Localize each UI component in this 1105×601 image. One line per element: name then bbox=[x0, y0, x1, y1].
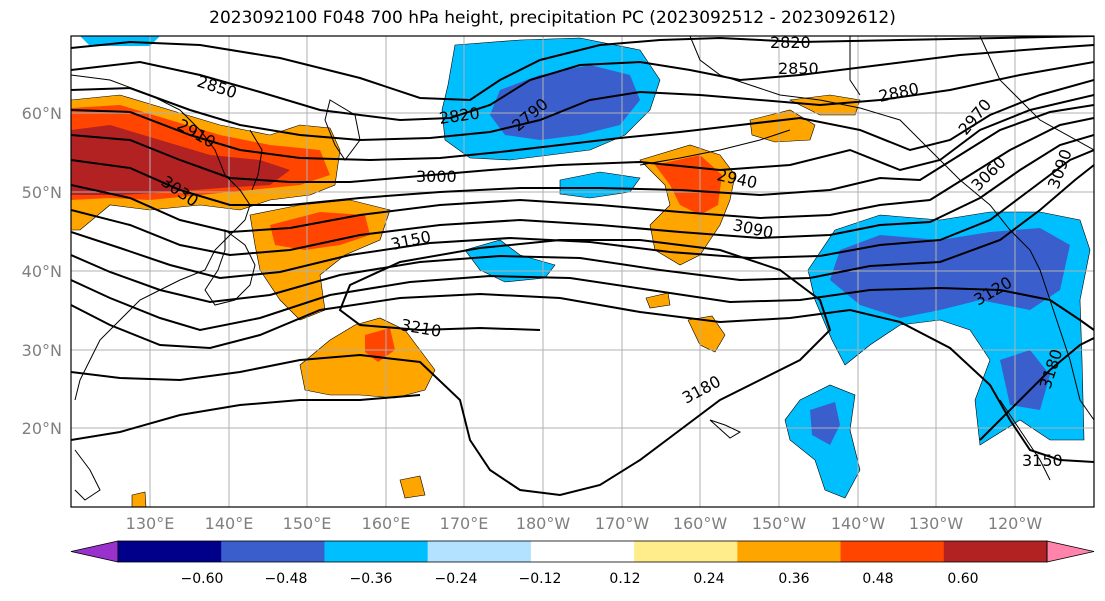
contour-label: 2820 bbox=[770, 33, 811, 52]
precip-positive-region bbox=[131, 491, 147, 507]
coastline-aleutians bbox=[639, 129, 791, 166]
contour-2850 bbox=[71, 44, 1094, 122]
precip-positive-region bbox=[655, 155, 722, 215]
precip-positive-region bbox=[365, 328, 395, 362]
colorbar-frame bbox=[117, 540, 1048, 563]
colorbar bbox=[70, 540, 1095, 563]
lon-label: 150°W bbox=[751, 514, 807, 533]
coastline-baja bbox=[999, 399, 1051, 481]
lon-label: 170°W bbox=[594, 514, 650, 533]
colorbar-extend-high bbox=[1046, 540, 1095, 563]
lon-label: 150°E bbox=[282, 514, 332, 533]
contour-2880 bbox=[71, 61, 1094, 142]
coastline-hawaii bbox=[709, 419, 742, 439]
lon-label: 160°E bbox=[361, 514, 411, 533]
contour-3150-b bbox=[979, 337, 1094, 441]
precip-positive-region bbox=[645, 292, 671, 309]
colorbar-tick-label: 0.36 bbox=[778, 571, 810, 587]
coastline-canada bbox=[849, 36, 1094, 151]
lon-label: 130°W bbox=[908, 514, 964, 533]
colorbar-tick-label: −0.24 bbox=[434, 571, 478, 587]
lat-label: 30°N bbox=[21, 341, 62, 360]
coastline-philippines bbox=[74, 449, 101, 501]
colorbar-segment bbox=[530, 541, 635, 562]
colorbar-segment bbox=[840, 541, 945, 562]
colorbar-segment bbox=[737, 541, 842, 562]
lat-label: 50°N bbox=[21, 183, 62, 202]
contour-label: 2850 bbox=[778, 59, 819, 78]
chart-title: 2023092100 F048 700 hPa height, precipit… bbox=[209, 8, 896, 28]
lon-label: 180°W bbox=[515, 514, 571, 533]
colorbar-segment bbox=[221, 541, 325, 562]
precip-positive-region bbox=[399, 475, 426, 499]
contour-3030 bbox=[71, 134, 1094, 257]
colorbar-tick-label: 0.60 bbox=[947, 571, 979, 587]
colorbar-tick-label: −0.36 bbox=[349, 571, 393, 587]
contour-3090 bbox=[71, 164, 1094, 304]
precip-positive-region bbox=[687, 315, 726, 353]
coastline-alaska bbox=[689, 36, 1094, 421]
contour-label: 3150 bbox=[1022, 451, 1063, 470]
coastline-asia bbox=[71, 74, 251, 401]
contour-label: 3000 bbox=[416, 167, 457, 186]
coastline-japan bbox=[204, 229, 256, 306]
map-frame bbox=[70, 35, 1095, 508]
precip-negative-region bbox=[80, 36, 160, 46]
contour-2970 bbox=[71, 104, 1094, 206]
precip-negative-region bbox=[1000, 350, 1050, 410]
colorbar-tick-label: 0.48 bbox=[862, 571, 894, 587]
precip-negative-region bbox=[784, 384, 861, 499]
graticule bbox=[71, 36, 1094, 507]
colorbar-tick-label: −0.60 bbox=[180, 571, 224, 587]
colorbar-tick-label: −0.48 bbox=[264, 571, 308, 587]
lat-label: 40°N bbox=[21, 262, 62, 281]
colorbar-extend-low bbox=[70, 540, 119, 563]
contour-3210 bbox=[71, 394, 421, 441]
lon-label: 160°W bbox=[672, 514, 728, 533]
colorbar-segment bbox=[943, 541, 1048, 562]
contour-2940 bbox=[71, 94, 1094, 183]
colorbar-tick-label: 0.24 bbox=[693, 571, 725, 587]
contour-3000 bbox=[71, 117, 1094, 234]
colorbar-tick-label: 0.12 bbox=[609, 571, 641, 587]
contour-3180 bbox=[71, 239, 832, 497]
colorbar-segment bbox=[634, 541, 738, 562]
contour-2910 bbox=[71, 79, 1094, 162]
contour-3060 bbox=[71, 149, 1094, 280]
coastlines bbox=[71, 36, 1094, 501]
precip-negative-region bbox=[490, 65, 640, 140]
contour-3120 bbox=[71, 274, 1094, 332]
lat-label: 60°N bbox=[21, 104, 62, 123]
colorbar-segment bbox=[118, 541, 222, 562]
colorbar-segment bbox=[427, 541, 532, 562]
lon-label: 120°W bbox=[987, 514, 1043, 533]
precip-negative-region bbox=[810, 402, 840, 445]
precip-positive-region bbox=[299, 317, 436, 399]
lon-label: 140°W bbox=[830, 514, 886, 533]
precip-negative-region bbox=[830, 228, 1070, 318]
height-contours bbox=[71, 36, 1094, 497]
colorbar-tick-label: −0.12 bbox=[518, 571, 562, 587]
lon-label: 170°E bbox=[439, 514, 489, 533]
coastline-sakhalin bbox=[249, 129, 263, 191]
lon-label: 140°E bbox=[204, 514, 254, 533]
precip-positive-region bbox=[270, 212, 370, 250]
lon-label: 130°E bbox=[125, 514, 175, 533]
contour-2820 bbox=[71, 36, 1094, 102]
lat-label: 20°N bbox=[21, 419, 62, 438]
colorbar-segment bbox=[324, 541, 429, 562]
